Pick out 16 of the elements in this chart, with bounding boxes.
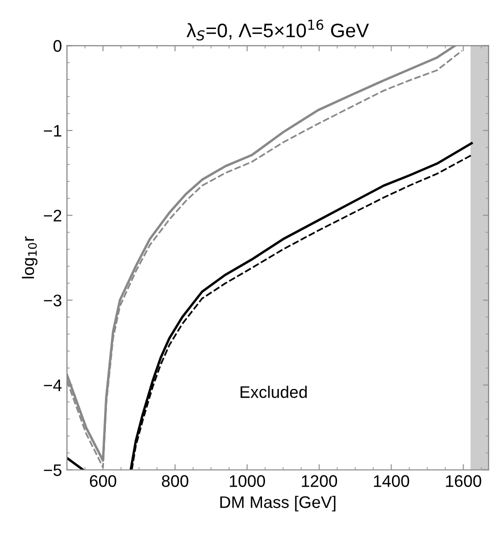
y-tick-label: −4: [44, 380, 62, 392]
x-tick-label: 1600: [446, 475, 482, 487]
annotation: Excluded: [240, 386, 307, 398]
x-tick-label: 800: [162, 475, 188, 487]
y-tick-label: −2: [44, 210, 62, 222]
x-tick-label: 1400: [374, 475, 410, 487]
x-tick-label: 600: [90, 475, 116, 487]
x-axis-title: DM Mass [GeV]: [220, 496, 336, 512]
y-tick-label: −3: [44, 294, 62, 306]
y-tick-label: −5: [44, 464, 62, 476]
x-tick-label: 1000: [230, 475, 266, 487]
y-tick-label: 0: [53, 40, 62, 52]
chart-title: λ$_{S}$=0, Λ=5×10$^{16}$ GeV: [186, 20, 369, 41]
y-tick-label: −1: [44, 125, 62, 137]
x-tick-label: 1200: [302, 475, 338, 487]
y-axis-title: log$_{10}$r: [22, 236, 38, 278]
